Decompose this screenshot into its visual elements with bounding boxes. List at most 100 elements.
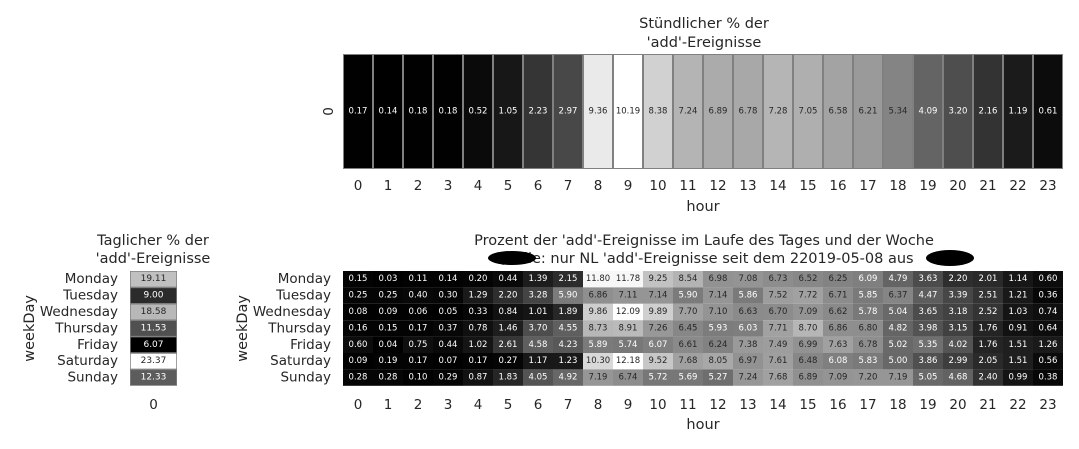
cell-value-label: 1.23 xyxy=(559,356,578,366)
heatmap-cell xyxy=(403,369,433,386)
heatmap-cell xyxy=(823,369,853,386)
heatmap-cell xyxy=(523,303,553,321)
heatmap-cell xyxy=(433,336,463,353)
heatmap-cell xyxy=(673,271,703,288)
x-tick-label: 3 xyxy=(444,178,453,194)
cell-value-label: 7.14 xyxy=(709,291,728,301)
cell-value-label: 7.28 xyxy=(769,107,788,117)
heatmap-cell xyxy=(1033,303,1063,321)
cell-value-label: 18.58 xyxy=(141,307,167,317)
heatmap-cell xyxy=(493,320,523,337)
cell-value-label: 3.15 xyxy=(949,323,968,333)
cell-value-label: 2.16 xyxy=(979,107,998,117)
x-tick-label: 11 xyxy=(679,397,696,413)
heatmap-cell xyxy=(703,303,733,321)
heatmap-cell xyxy=(884,55,912,168)
heatmap-cell xyxy=(853,369,883,386)
cell-value-label: 4.09 xyxy=(919,107,938,117)
cell-value-label: 0.33 xyxy=(469,307,488,317)
cell-value-label: 0.09 xyxy=(349,356,368,366)
cell-value-label: 6.25 xyxy=(829,274,848,284)
heatmap-cell xyxy=(853,271,883,288)
heatmap-cell xyxy=(823,271,853,288)
heatmap-cell xyxy=(824,55,852,168)
cell-value-label: 1.51 xyxy=(1009,340,1028,350)
cell-value-label: 7.11 xyxy=(619,291,638,301)
cell-value-label: 5.00 xyxy=(889,356,908,366)
chart-title-line: Quelle: nur NL 'add'-Ereignisse seit dem… xyxy=(494,251,913,267)
cell-value-label: 6.21 xyxy=(859,107,878,117)
heatmap-cell xyxy=(913,271,943,288)
x-tick-label: 22 xyxy=(1009,397,1026,413)
heatmap-cell xyxy=(883,287,913,304)
heatmap-cell xyxy=(524,55,552,168)
heatmap-frame xyxy=(343,54,1063,169)
cell-value-label: 6.99 xyxy=(799,340,818,350)
heatmap-cell xyxy=(1003,353,1033,370)
redaction-blob xyxy=(926,250,974,266)
y-tick-label: Tuesday xyxy=(275,288,331,304)
heatmap-cell xyxy=(913,353,943,370)
x-tick-label: 21 xyxy=(979,397,996,413)
cell-value-label: 0.87 xyxy=(469,373,488,383)
cell-value-label: 3.39 xyxy=(949,291,968,301)
cell-value-label: 5.74 xyxy=(619,340,638,350)
cell-value-label: 7.10 xyxy=(709,307,728,317)
cell-value-label: 2.61 xyxy=(499,340,518,350)
heatmap-cell xyxy=(883,336,913,353)
cell-value-label: 0.03 xyxy=(379,274,398,284)
heatmap-cell xyxy=(554,55,582,168)
cell-value-label: 6.03 xyxy=(739,323,758,333)
heatmap-cell xyxy=(553,336,583,353)
cell-value-label: 6.07 xyxy=(143,340,163,350)
heatmap-cell xyxy=(733,271,763,288)
cell-value-label: 2.51 xyxy=(979,291,998,301)
cell-value-label: 0.36 xyxy=(1039,291,1058,301)
heatmap-cell xyxy=(643,353,673,370)
cell-value-label: 0.37 xyxy=(439,323,458,333)
heatmap-cell xyxy=(463,336,493,353)
heatmap-cell xyxy=(343,320,373,337)
x-tick-label: 14 xyxy=(769,397,786,413)
heatmap-cell xyxy=(613,287,643,304)
heatmap-cell xyxy=(434,55,462,168)
cell-value-label: 1.02 xyxy=(469,340,488,350)
heatmap-cell xyxy=(973,369,1003,386)
heatmap-cell xyxy=(793,336,823,353)
cell-value-label: 1.29 xyxy=(469,291,488,301)
cell-value-label: 0.15 xyxy=(349,274,368,284)
y-tick-label: Wednesday xyxy=(253,304,331,320)
heatmap-cell xyxy=(343,287,373,304)
heatmap-cell xyxy=(493,271,523,288)
cell-value-label: 7.09 xyxy=(829,373,848,383)
heatmap-cell xyxy=(733,287,763,304)
cell-value-label: 10.30 xyxy=(586,356,610,366)
heatmap-cell xyxy=(583,303,613,321)
heatmap-cell xyxy=(763,320,793,337)
cell-value-label: 1.46 xyxy=(499,323,518,333)
cell-value-label: 7.61 xyxy=(769,356,788,366)
x-tick-label: 0 xyxy=(354,178,363,194)
heatmap-cell xyxy=(643,369,673,386)
heatmap-cell xyxy=(733,303,763,321)
heatmap-cell xyxy=(1034,55,1062,168)
heatmap-cell xyxy=(613,336,643,353)
cell-value-label: 0.38 xyxy=(1039,373,1058,383)
cell-value-label: 1.76 xyxy=(979,323,998,333)
y-tick-label: Friday xyxy=(77,337,118,353)
heatmap-cell xyxy=(583,353,613,370)
y-tick-label: Monday xyxy=(65,271,118,287)
chart-title-line: 'add'-Ereignisse xyxy=(96,251,211,267)
heatmap-cell xyxy=(403,336,433,353)
heatmap-cell xyxy=(433,320,463,337)
cell-value-label: 5.78 xyxy=(859,307,878,317)
heatmap-cell xyxy=(943,353,973,370)
cell-value-label: 6.74 xyxy=(619,373,638,383)
heatmap-cell xyxy=(463,271,493,288)
cell-value-label: 6.89 xyxy=(709,107,728,117)
heatmap-cell xyxy=(343,353,373,370)
cell-value-label: 6.45 xyxy=(679,323,698,333)
cell-value-label: 11.80 xyxy=(586,274,610,284)
heatmap-cell xyxy=(703,369,733,386)
cell-value-label: 1.05 xyxy=(499,107,518,117)
